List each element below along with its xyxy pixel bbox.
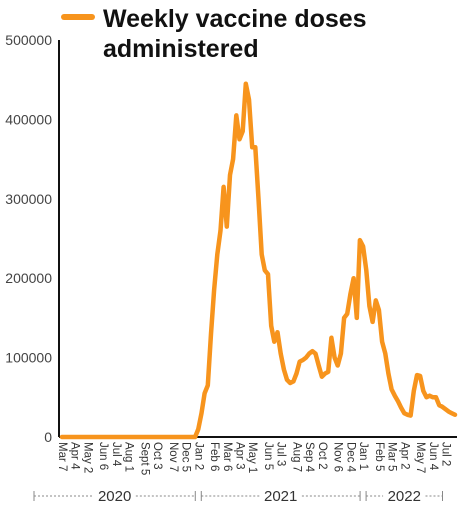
x-tick-label: Jan 1 xyxy=(357,442,369,470)
y-tick-label: 200000 xyxy=(5,270,52,286)
x-tick-label: May 2 xyxy=(81,442,93,473)
y-tick-label: 400000 xyxy=(5,111,52,127)
year-label: 2020 xyxy=(98,488,131,505)
x-tick-label: Oct 3 xyxy=(151,442,163,469)
y-tick-label: 500000 xyxy=(5,32,52,48)
legend: Weekly vaccine doses administered xyxy=(61,5,367,63)
x-tick-label: Jun 5 xyxy=(262,442,274,470)
x-tick-label: Nov 6 xyxy=(332,442,344,472)
x-tick-label: Jul 2 xyxy=(439,442,451,466)
x-tick-label: Feb 5 xyxy=(373,442,385,471)
x-tick-label: Oct 2 xyxy=(316,442,328,469)
y-tick-label: 100000 xyxy=(5,350,52,366)
x-tick-label: Dec 4 xyxy=(344,442,356,473)
x-tick-label: Feb 6 xyxy=(208,442,220,471)
x-tick-label: Mar 6 xyxy=(221,442,233,471)
x-tick-label: Mar 7 xyxy=(56,442,68,471)
legend-title-line1: Weekly vaccine doses xyxy=(103,5,367,33)
year-label: 2021 xyxy=(264,488,297,505)
x-tick-label: Aug 1 xyxy=(123,442,135,472)
x-tick-labels: Mar 7 Apr 4 May 2 Jun 6 Jul 4 Aug 1 Sept 5 Oct … xyxy=(56,442,451,475)
x-tick-label: Dec 5 xyxy=(180,442,192,472)
x-tick-label: Apr 3 xyxy=(233,442,245,470)
x-tick-label: May 7 xyxy=(414,442,426,473)
x-tick-label: Jul 3 xyxy=(275,442,287,466)
series-points xyxy=(61,83,456,438)
y-tick-label: 300000 xyxy=(5,191,52,207)
x-tick-label: Aug 7 xyxy=(291,442,303,472)
x-tick-label: Jan 2 xyxy=(192,442,204,470)
series-line xyxy=(59,81,458,440)
x-tick-label: Jul 4 xyxy=(110,442,122,467)
series-group xyxy=(59,81,458,440)
legend-title-line2: administered xyxy=(103,35,259,63)
x-tick-label: Jun 6 xyxy=(97,442,109,470)
x-tick-label: Sept 5 xyxy=(138,442,150,475)
x-tick-label: Sep 4 xyxy=(303,442,315,473)
year-label: 2022 xyxy=(388,488,421,505)
x-tick-label: Apr 2 xyxy=(398,442,410,470)
y-tick-label: 0 xyxy=(44,429,52,445)
x-tick-label: Jun 4 xyxy=(427,442,439,471)
x-tick-label: Apr 4 xyxy=(69,442,81,470)
year-groups: 2020 2021 2022 xyxy=(33,488,443,505)
x-tick-label: Mar 5 xyxy=(386,442,398,471)
x-tick-label: May 1 xyxy=(246,442,258,473)
y-tick-labels: 0 100000 200000 300000 400000 500000 xyxy=(5,32,52,445)
x-tick-label: Nov 7 xyxy=(167,442,179,472)
